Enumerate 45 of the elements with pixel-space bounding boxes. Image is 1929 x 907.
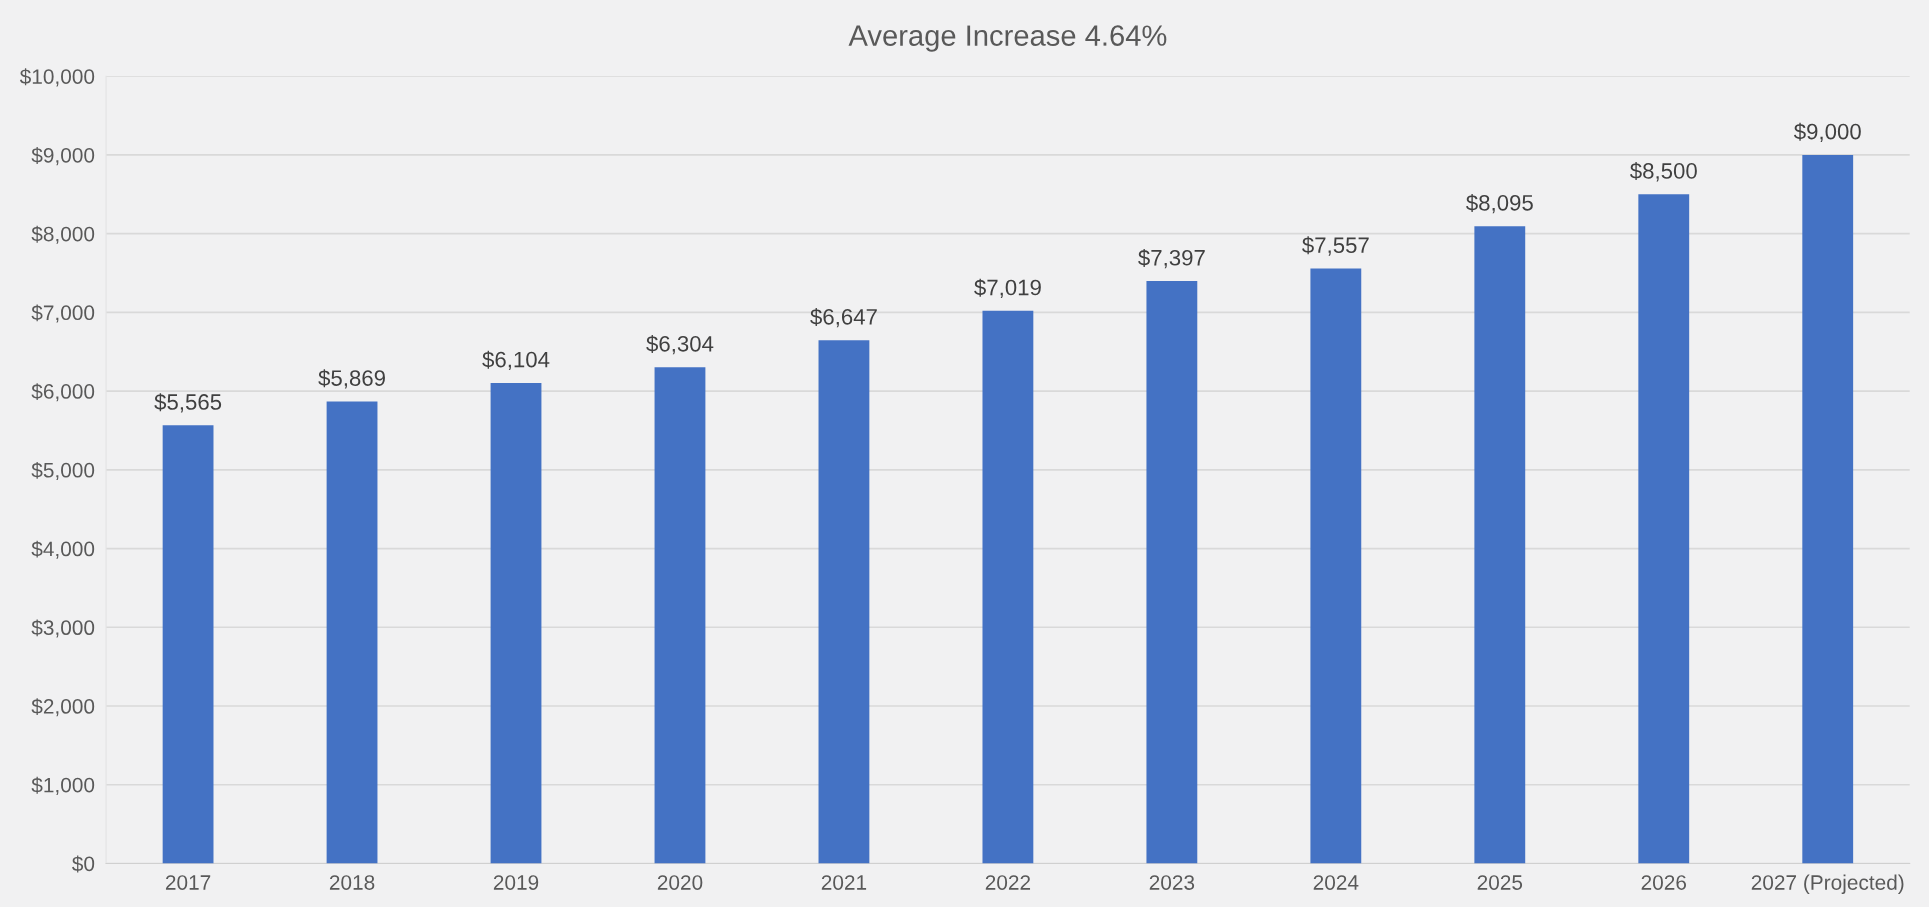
bar [1310, 268, 1362, 864]
x-tick-label: 2019 [493, 875, 539, 890]
bar [1474, 226, 1526, 864]
bar [818, 340, 870, 864]
bar [326, 401, 378, 864]
x-tick-label: 2026 [1641, 875, 1687, 890]
x-tick-label: 2021 [821, 875, 867, 890]
data-label: $7,019 [974, 278, 1041, 298]
bar [654, 367, 706, 864]
data-label: $6,304 [646, 334, 714, 355]
bar [1146, 281, 1198, 864]
data-label: $8,095 [1466, 193, 1533, 214]
y-tick-label: $1,000 [31, 776, 95, 795]
y-tick-label: $0 [72, 855, 95, 873]
chart-title: Average Increase 4.64% [848, 25, 1167, 52]
x-tick-label: 2020 [657, 875, 703, 890]
x-tick-label: 2022 [985, 875, 1031, 890]
data-label: $6,104 [482, 350, 550, 371]
bar [162, 425, 214, 864]
bar [982, 310, 1034, 864]
data-label: $5,869 [318, 369, 385, 389]
y-tick-label: $6,000 [31, 383, 95, 402]
data-label: $7,557 [1302, 236, 1369, 256]
x-tick-label: 2023 [1149, 875, 1195, 890]
x-tick-label: 2027 (Projected) [1751, 874, 1904, 894]
data-label: $7,397 [1138, 248, 1205, 269]
x-tick-label: 2017 [165, 875, 211, 890]
data-label: $8,500 [1630, 162, 1697, 182]
y-tick-label: $3,000 [31, 619, 95, 638]
data-label: $9,000 [1793, 122, 1861, 143]
y-tick-label: $2,000 [31, 698, 95, 717]
x-tick-label: 2024 [1313, 875, 1359, 890]
x-tick-label: 2018 [329, 875, 375, 890]
y-tick-label: $4,000 [31, 540, 95, 559]
y-tick-label: $7,000 [31, 304, 95, 323]
y-tick-label: $8,000 [31, 225, 95, 244]
bar [490, 382, 542, 864]
bar [1638, 194, 1690, 864]
bar [1802, 154, 1854, 864]
data-label: $5,565 [154, 393, 222, 413]
y-tick-label: $9,000 [31, 147, 95, 166]
y-tick-label: $10,000 [19, 68, 95, 87]
x-tick-label: 2025 [1477, 875, 1523, 890]
y-tick-label: $5,000 [31, 461, 95, 481]
data-label: $6,647 [810, 307, 877, 328]
